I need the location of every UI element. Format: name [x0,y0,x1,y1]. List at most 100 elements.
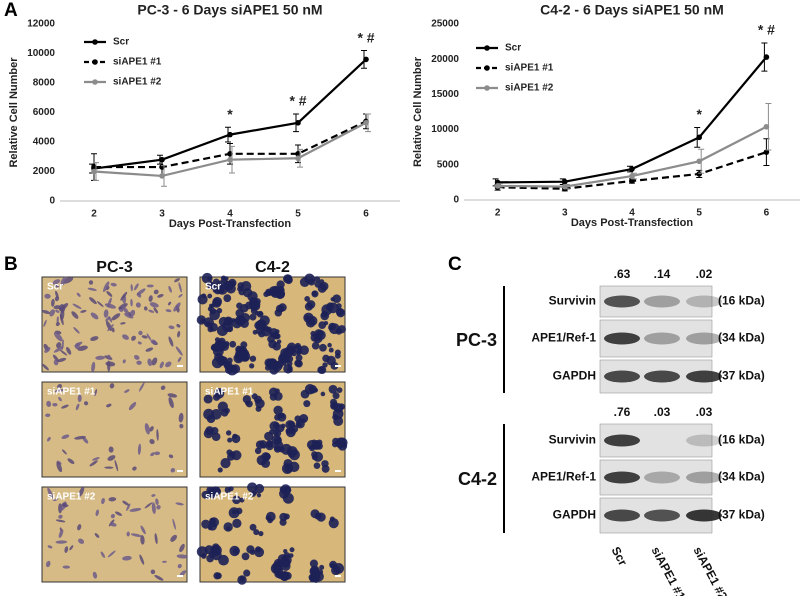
x-tick-label: 3 [159,209,165,220]
cell [201,519,211,529]
data-point [227,151,233,157]
cell [285,420,295,430]
cell [279,518,287,526]
cell [328,322,337,331]
cell [53,359,59,366]
scale-bar [177,470,183,472]
cell [148,309,155,313]
cell [252,329,258,335]
legend-label: siAPE1 #2 [505,83,554,94]
x-tick-label: 4 [629,208,635,219]
cell [273,405,283,415]
cell [175,346,183,356]
cell [47,545,53,549]
cell [71,311,79,319]
x-axis-title: Days Post-Transfection [169,218,292,230]
data-point [363,120,369,126]
cell [140,525,146,535]
cell [176,554,188,559]
cell [249,363,255,369]
cell [208,551,216,559]
cell [108,497,117,502]
y-axis-title: Relative Cell Number [412,56,424,167]
cell [78,538,85,544]
cell [242,355,249,361]
cell [254,447,262,455]
image-label: siAPE1 #1 [47,387,96,398]
cell [215,572,222,580]
micrograph: siAPE1 #1 [41,381,188,478]
cell [328,347,334,353]
cell [250,491,257,497]
cell [122,500,130,506]
cell [218,342,225,349]
cell [52,402,58,407]
cell [328,518,339,529]
blot-band [686,295,722,308]
cell [110,282,117,287]
cell [52,354,59,362]
cell [78,486,85,497]
cell [262,444,267,449]
cell [61,434,70,439]
cell [160,385,166,391]
cell [80,309,87,313]
scale-bar [335,575,341,577]
cell [42,363,49,371]
protein-label: Survivin [549,433,596,447]
cell [295,359,303,368]
cell [212,288,217,293]
cell [218,316,229,327]
cell [310,509,320,519]
cell [283,513,290,520]
cell [246,545,255,554]
cell [179,543,185,553]
cell [254,483,265,494]
cell [128,402,137,411]
cell [178,412,184,423]
cell [245,400,253,408]
cell [57,383,62,389]
y-tick-label: 8000 [33,78,56,89]
cell [325,304,333,311]
cell [168,325,175,330]
cell [105,361,116,367]
cell [57,357,67,363]
cell [135,302,141,308]
cell [104,466,114,469]
cell [337,437,348,448]
cell [251,393,258,400]
cell [336,303,342,309]
micrograph-background [41,381,188,478]
cell [249,355,257,362]
cell [153,307,159,314]
densitometry-value: .02 [696,267,713,281]
cell [336,308,346,318]
cell [110,513,116,519]
legend-label: Scr [113,37,129,48]
significance-mark: * # [289,93,306,109]
cell [77,524,82,531]
protein-label: GAPDH [553,369,596,383]
panel-label: C [448,254,462,275]
cell [228,486,234,492]
cell [237,286,243,292]
cell [283,548,288,554]
cell [256,493,262,498]
cell [307,278,316,286]
cell [177,330,181,338]
x-axis-title: Days Post-Transfection [571,217,694,229]
data-point [562,178,568,185]
data-point [91,168,97,175]
cell [91,361,96,373]
cell [286,446,298,457]
cell [311,341,320,350]
cell [92,571,98,579]
cell [226,449,233,456]
cell [269,393,278,401]
cell [179,570,187,577]
cell [283,571,292,580]
cell [154,533,158,545]
cell [220,458,231,469]
scale-bar [335,365,341,367]
